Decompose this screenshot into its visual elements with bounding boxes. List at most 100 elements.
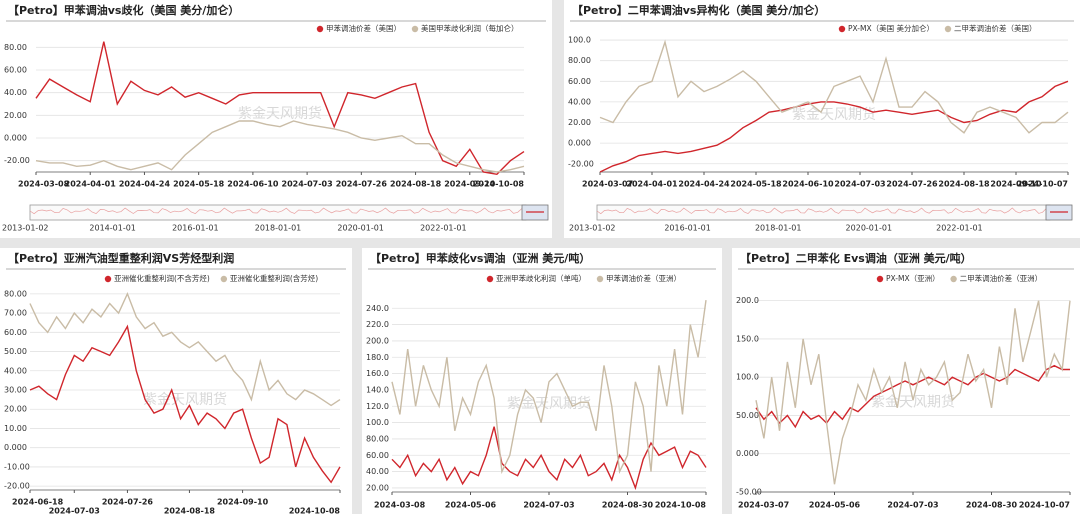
x-tick-label: 2024-06-18 xyxy=(12,498,64,507)
y-tick-label: 50.00 xyxy=(736,411,759,420)
chart-title: 【Petro】二甲苯化 Evs调油（亚洲 美元/吨） xyxy=(740,251,972,265)
panel xyxy=(0,0,552,238)
watermark: 紫金天风期货 xyxy=(143,391,227,408)
y-tick-label: 240.0 xyxy=(366,304,389,313)
y-tick-label: 40.00 xyxy=(366,467,389,476)
legend-label: 亚洲催化重整利润(不含芳烃) xyxy=(114,273,210,283)
navigator-label: 2020-01-01 xyxy=(846,224,893,233)
x-tick-label: 2024-10-08 xyxy=(473,180,525,189)
x-tick-label: 2024-05-06 xyxy=(809,501,861,510)
y-tick-label: 20.00 xyxy=(366,483,389,492)
x-tick-label: 2024-10-08 xyxy=(655,501,707,510)
x-tick-label: 2024-04-01 xyxy=(65,180,117,189)
y-tick-label: 80.00 xyxy=(4,43,27,52)
y-tick-label: 120.0 xyxy=(366,402,389,411)
y-tick-label: 180.0 xyxy=(366,353,389,362)
series-line xyxy=(35,120,525,173)
x-tick-label: 2024-07-26 xyxy=(336,180,388,189)
x-tick-label: 2024-07-26 xyxy=(886,180,938,189)
legend-label: PX-MX（美国 美分加仑） xyxy=(848,23,934,33)
y-tick-label: 80.00 xyxy=(568,56,591,65)
x-tick-label: 2024-05-18 xyxy=(173,180,225,189)
x-tick-label: 2024-07-03 xyxy=(887,501,938,510)
y-tick-label: 100.0 xyxy=(568,36,591,45)
x-tick-label: 2024-04-01 xyxy=(626,180,678,189)
y-tick-label: 20.00 xyxy=(4,405,27,414)
legend-label: 亚洲甲苯歧化利润（单吨） xyxy=(496,273,586,283)
x-tick-label: 2024-08-18 xyxy=(164,507,216,514)
x-tick-label: 2024-03-08 xyxy=(18,180,70,189)
legend-label: PX-MX（亚洲） xyxy=(886,274,940,283)
y-tick-label: 10.00 xyxy=(4,424,27,433)
series-line xyxy=(391,300,707,475)
navigator-label: 2018-01-01 xyxy=(755,224,802,233)
navigator-label: 2014-01-01 xyxy=(89,224,136,233)
watermark: 紫金天风期货 xyxy=(238,105,322,122)
legend-marker xyxy=(220,275,228,283)
x-tick-label: 2024-05-18 xyxy=(730,180,782,189)
y-tick-label: 60.00 xyxy=(4,328,27,337)
legend-marker xyxy=(486,275,494,283)
y-tick-label: 0.000 xyxy=(736,449,759,458)
y-tick-label: 200.0 xyxy=(366,336,389,345)
y-tick-label: 140.0 xyxy=(366,385,389,394)
legend-label: 二甲苯调油价差（亚洲） xyxy=(960,273,1043,283)
y-tick-label: 30.00 xyxy=(4,386,27,395)
y-tick-label: 160.0 xyxy=(366,369,389,378)
chart-title: 【Petro】甲苯歧化vs调油（亚洲 美元/吨） xyxy=(370,251,590,265)
legend-label: 甲苯调油价差（亚洲） xyxy=(606,273,681,283)
panel xyxy=(0,248,352,514)
legend-marker xyxy=(316,25,324,33)
y-tick-label: 60.00 xyxy=(366,451,389,460)
y-tick-label: 60.00 xyxy=(4,66,27,75)
series-line xyxy=(599,39,1069,134)
y-tick-label: 220.0 xyxy=(366,320,389,329)
navigator-label: 2018-01-01 xyxy=(255,224,302,233)
y-tick-label: -50.00 xyxy=(736,488,762,497)
x-tick-label: 2024-08-30 xyxy=(602,501,654,510)
x-tick-label: 2024-10-07 xyxy=(1017,180,1068,189)
x-tick-label: 2024-05-06 xyxy=(445,501,497,510)
x-tick-label: 2024-07-03 xyxy=(834,180,885,189)
navigator-label: 2022-01-01 xyxy=(936,224,983,233)
y-tick-label: 150.0 xyxy=(736,334,759,343)
y-tick-label: -20.00 xyxy=(4,482,30,491)
y-tick-label: 20.00 xyxy=(4,111,27,120)
x-tick-label: 2024-09-10 xyxy=(990,180,1042,189)
x-tick-label: 2024-04-24 xyxy=(119,180,171,189)
navigator-label: 2020-01-01 xyxy=(337,224,384,233)
chart-title: 【Petro】亚洲汽油型重整利润VS芳烃型利润 xyxy=(8,251,234,265)
navigator-label: 2013-01-02 xyxy=(2,224,49,233)
y-tick-label: 70.00 xyxy=(4,309,27,318)
legend-marker xyxy=(596,275,604,283)
series-line xyxy=(755,300,1071,485)
x-tick-label: 2024-03-08 xyxy=(374,501,426,510)
x-tick-label: 2024-07-03 xyxy=(49,507,100,514)
x-tick-label: 2024-08-18 xyxy=(938,180,990,189)
series-line xyxy=(391,426,707,491)
y-tick-label: 50.00 xyxy=(4,347,27,356)
x-tick-label: 2024-04-24 xyxy=(678,180,730,189)
navigator-label: 2016-01-01 xyxy=(172,224,219,233)
y-tick-label: -20.00 xyxy=(568,159,594,168)
y-tick-label: 80.00 xyxy=(4,289,27,298)
x-tick-label: 2024-07-03 xyxy=(523,501,574,510)
legend-label: 亚洲催化重整利润(含芳烃) xyxy=(230,273,318,283)
y-tick-label: 0.000 xyxy=(4,443,27,452)
x-tick-label: 2024-08-30 xyxy=(966,501,1018,510)
y-tick-label: 80.00 xyxy=(366,434,389,443)
y-tick-label: 0.000 xyxy=(4,134,27,143)
x-tick-label: 2024-10-08 xyxy=(289,507,341,514)
series-line xyxy=(599,80,1069,173)
x-tick-label: 2024-07-26 xyxy=(102,498,154,507)
navigator-label: 2022-01-01 xyxy=(420,224,467,233)
series-line xyxy=(29,291,341,407)
navigator-label: 2013-01-02 xyxy=(569,224,616,233)
series-line xyxy=(35,41,525,176)
legend-label: 美国甲苯歧化利润（每加仑） xyxy=(421,23,519,33)
y-tick-label: -10.00 xyxy=(4,462,30,471)
y-tick-label: 60.00 xyxy=(568,77,591,86)
legend-label: 甲苯调油价差（美国） xyxy=(326,23,401,33)
watermark: 紫金天风期货 xyxy=(871,394,955,411)
x-tick-label: 2024-03-07 xyxy=(582,180,633,189)
